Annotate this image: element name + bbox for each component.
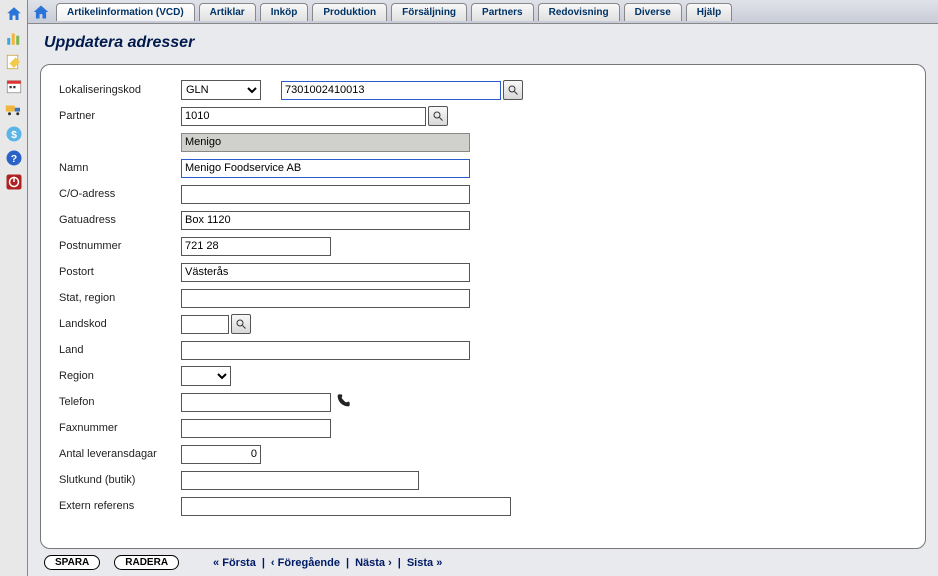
partner-name-display: Menigo (181, 133, 470, 152)
content: Uppdatera adresser Lokaliseringskod GLN … (28, 24, 938, 576)
lokaliseringskod-lookup-button[interactable] (503, 80, 523, 100)
nav-first[interactable]: « Första (213, 557, 256, 569)
phone-icon[interactable] (335, 393, 351, 412)
tab-artikelinformation[interactable]: Artikelinformation (VCD) (56, 3, 195, 21)
tab-redovisning[interactable]: Redovisning (538, 3, 620, 21)
region-select[interactable] (181, 366, 231, 386)
save-button[interactable]: SPARA (44, 555, 100, 570)
tabbar: Artikelinformation (VCD) Artiklar Inköp … (28, 0, 938, 24)
svg-text:?: ? (10, 153, 16, 165)
power-icon[interactable] (4, 172, 24, 192)
postnummer-input[interactable] (181, 237, 331, 256)
label-telefon: Telefon (59, 396, 181, 408)
chart-icon[interactable] (4, 28, 24, 48)
nav-next[interactable]: Nästa › (355, 557, 392, 569)
record-nav: « Första | ‹ Föregående | Nästa › | Sist… (213, 557, 442, 569)
label-namn: Namn (59, 162, 181, 174)
slutkund-input[interactable] (181, 471, 419, 490)
postort-input[interactable] (181, 263, 470, 282)
partner-input[interactable] (181, 107, 426, 126)
label-slutkund: Slutkund (butik) (59, 474, 181, 486)
levdagar-input[interactable] (181, 445, 261, 464)
label-partner: Partner (59, 110, 181, 122)
nav-prev[interactable]: ‹ Föregående (271, 557, 340, 569)
label-postnummer: Postnummer (59, 240, 181, 252)
land-input[interactable] (181, 341, 470, 360)
label-levdagar: Antal leveransdagar (59, 448, 181, 460)
co-input[interactable] (181, 185, 470, 204)
nav-last[interactable]: Sista » (407, 557, 442, 569)
page-title: Uppdatera adresser (44, 34, 926, 52)
lokaliseringskod-type-select[interactable]: GLN (181, 80, 261, 100)
label-co: C/O-adress (59, 188, 181, 200)
label-postort: Postort (59, 266, 181, 278)
form-panel: Lokaliseringskod GLN Partner (40, 64, 926, 549)
calendar-icon[interactable] (4, 76, 24, 96)
landskod-input[interactable] (181, 315, 229, 334)
gatuadress-input[interactable] (181, 211, 470, 230)
label-gatuadress: Gatuadress (59, 214, 181, 226)
main-area: Artikelinformation (VCD) Artiklar Inköp … (28, 0, 938, 576)
sidebar: $ ? (0, 0, 28, 576)
tab-hjalp[interactable]: Hjälp (686, 3, 732, 21)
label-land: Land (59, 344, 181, 356)
svg-text:$: $ (11, 129, 17, 141)
tab-forsaljning[interactable]: Försäljning (391, 3, 467, 21)
tab-produktion[interactable]: Produktion (312, 3, 387, 21)
landskod-lookup-button[interactable] (231, 314, 251, 334)
tab-partners[interactable]: Partners (471, 3, 534, 21)
telefon-input[interactable] (181, 393, 331, 412)
label-fax: Faxnummer (59, 422, 181, 434)
home-icon[interactable] (4, 4, 24, 24)
edit-icon[interactable] (4, 52, 24, 72)
label-lokaliseringskod: Lokaliseringskod (59, 84, 181, 96)
label-extern: Extern referens (59, 500, 181, 512)
label-stat: Stat, region (59, 292, 181, 304)
lokaliseringskod-input[interactable] (281, 81, 501, 100)
tab-diverse[interactable]: Diverse (624, 3, 682, 21)
bottom-bar: SPARA RADERA « Första | ‹ Föregående | N… (40, 549, 926, 572)
namn-input[interactable] (181, 159, 470, 178)
help-icon[interactable]: ? (4, 148, 24, 168)
fax-input[interactable] (181, 419, 331, 438)
truck-icon[interactable] (4, 100, 24, 120)
stat-input[interactable] (181, 289, 470, 308)
tabbar-home-icon[interactable] (30, 2, 52, 22)
money-icon[interactable]: $ (4, 124, 24, 144)
partner-lookup-button[interactable] (428, 106, 448, 126)
delete-button[interactable]: RADERA (114, 555, 179, 570)
extern-input[interactable] (181, 497, 511, 516)
label-landskod: Landskod (59, 318, 181, 330)
tab-inkop[interactable]: Inköp (260, 3, 309, 21)
label-region: Region (59, 370, 181, 382)
tab-artiklar[interactable]: Artiklar (199, 3, 256, 21)
